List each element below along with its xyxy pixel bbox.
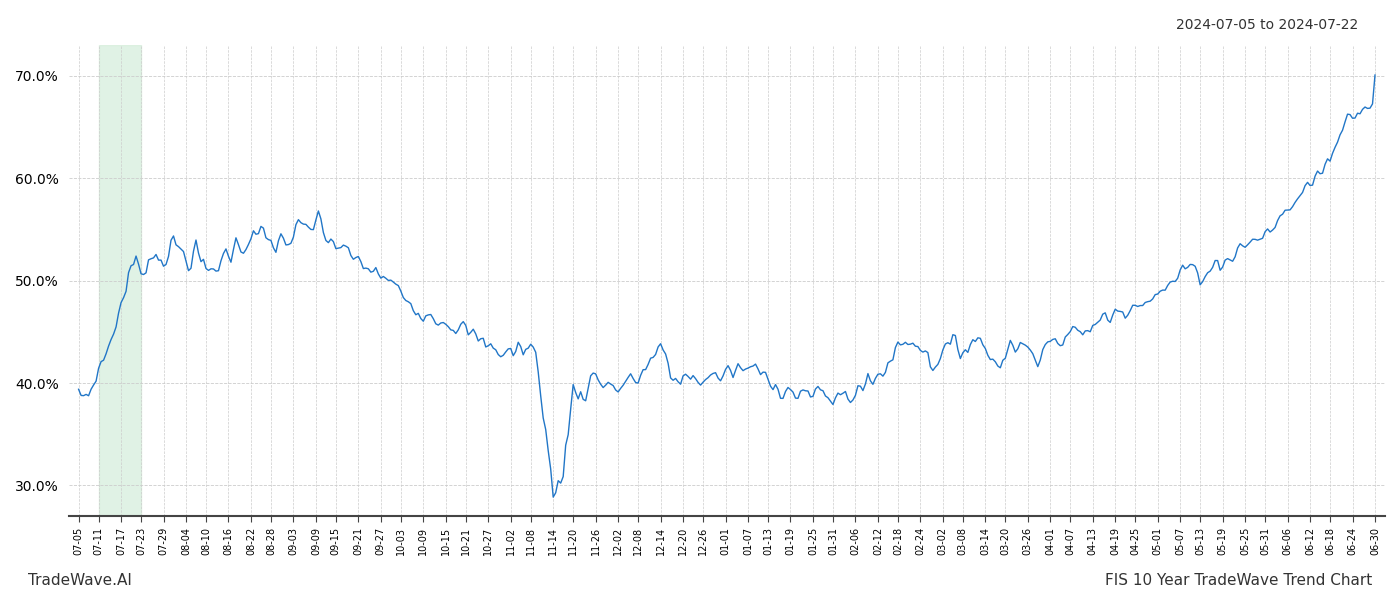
Bar	[98, 45, 141, 516]
Text: TradeWave.AI: TradeWave.AI	[28, 573, 132, 588]
Text: 2024-07-05 to 2024-07-22: 2024-07-05 to 2024-07-22	[1176, 18, 1358, 32]
Text: FIS 10 Year TradeWave Trend Chart: FIS 10 Year TradeWave Trend Chart	[1105, 573, 1372, 588]
